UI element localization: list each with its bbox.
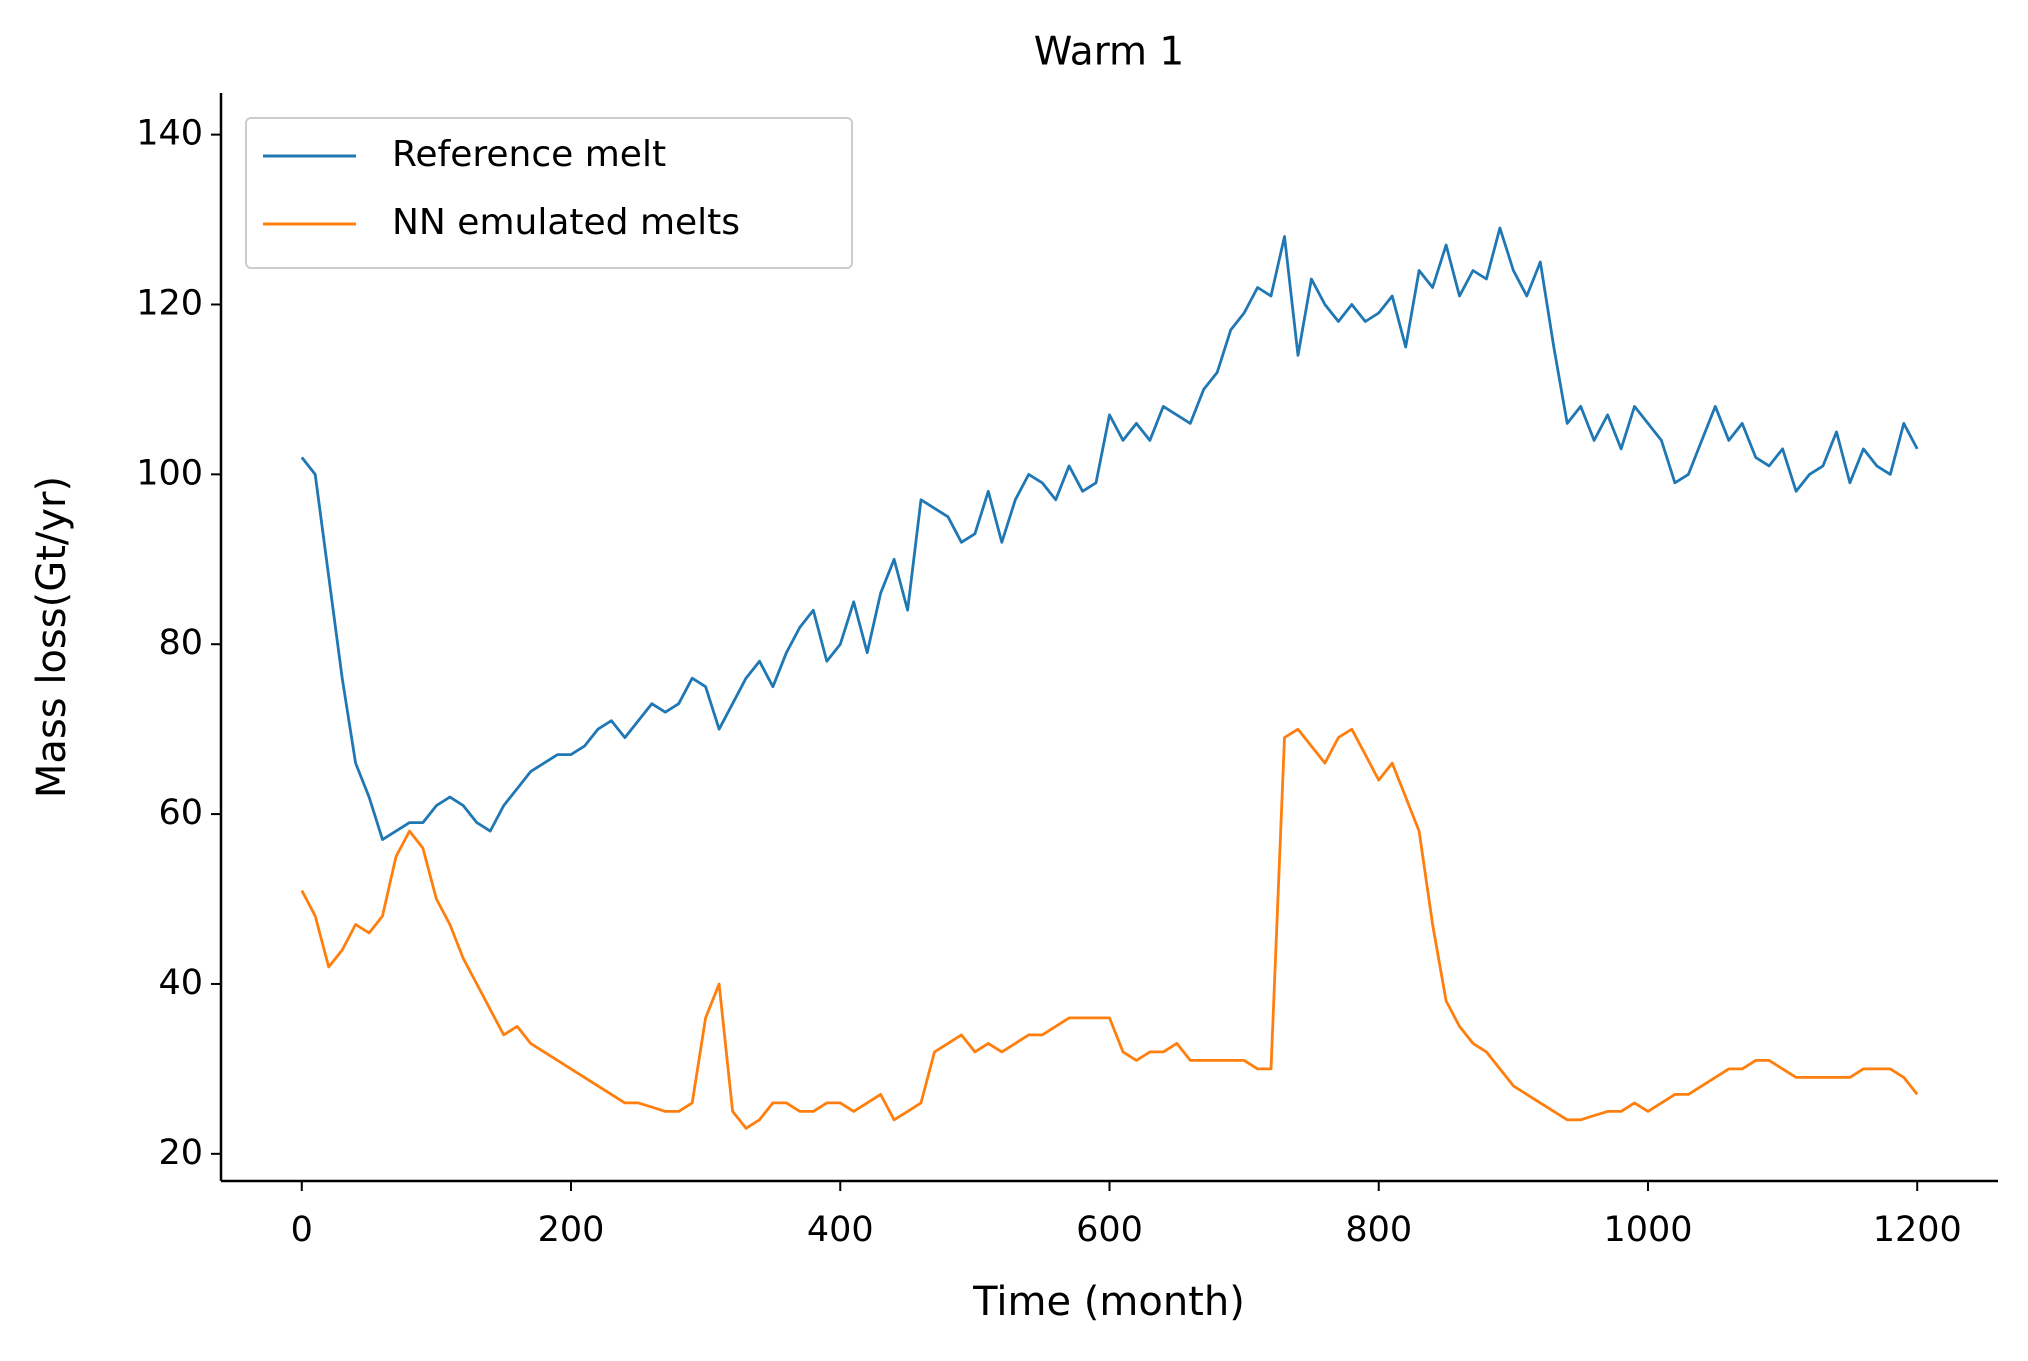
- y-axis-label: Mass loss(Gt/yr): [29, 476, 75, 798]
- y-tick-label: 40: [158, 963, 203, 1003]
- data-line: [300, 727, 1919, 1130]
- x-tick-label: 1000: [1603, 1210, 1692, 1250]
- x-tick-label: 600: [1076, 1210, 1143, 1250]
- x-tick-label: 1200: [1873, 1210, 1962, 1250]
- x-tick-label: 0: [291, 1210, 313, 1250]
- x-tick-label: 200: [538, 1210, 605, 1250]
- y-tick-label: 80: [158, 623, 203, 663]
- x-tick-label: 400: [807, 1210, 874, 1250]
- y-tick-label: 140: [136, 114, 203, 154]
- y-tick-label: 60: [158, 793, 203, 833]
- x-axis-label: Time (month): [972, 1279, 1245, 1325]
- x-tick-label: 800: [1345, 1210, 1412, 1250]
- y-tick-label: 100: [136, 453, 203, 493]
- legend-box: [245, 117, 853, 269]
- legend-label: Reference melt: [392, 134, 666, 175]
- chart-title: Warm 1: [1034, 30, 1185, 75]
- y-tick-label: 120: [136, 283, 203, 323]
- legend-label: NN emulated melts: [392, 202, 740, 243]
- data-line: [300, 226, 1919, 841]
- y-tick-label: 20: [158, 1133, 203, 1173]
